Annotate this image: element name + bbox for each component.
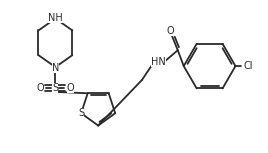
Text: Cl: Cl — [244, 61, 253, 71]
Text: O: O — [167, 26, 175, 36]
Text: O: O — [66, 83, 74, 93]
Text: N: N — [52, 63, 59, 73]
Text: HN: HN — [151, 57, 166, 67]
Text: NH: NH — [48, 13, 63, 22]
Text: S: S — [78, 108, 84, 118]
Text: S: S — [52, 83, 58, 93]
Text: O: O — [37, 83, 44, 93]
